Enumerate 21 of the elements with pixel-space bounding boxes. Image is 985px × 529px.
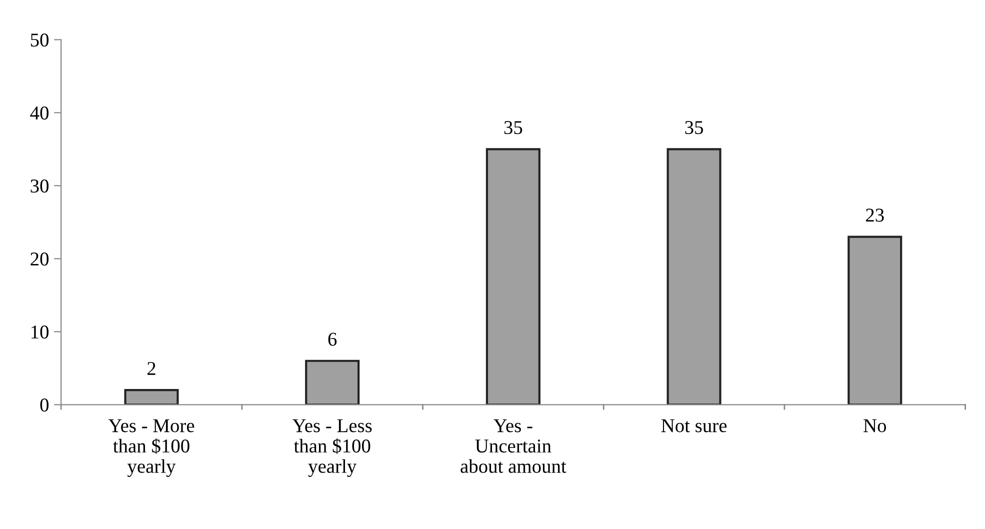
data-label: 23 [866,208,884,222]
y-tick-label: 30 [30,179,49,193]
bar [848,236,902,405]
bar [486,148,540,405]
y-tick-label: 0 [40,398,49,412]
data-label: 35 [504,121,522,134]
y-tick-label: 10 [32,326,49,339]
data-label: 6 [328,332,337,346]
data-label: 2 [147,362,156,375]
x-tick-label: Not sure [661,419,727,432]
bar [666,148,722,405]
x-tick-label: Yes - More than $100 yearly [108,419,194,477]
y-tick-label: 20 [30,252,49,266]
x-tick-label: Yes - Uncertain about amount [460,419,566,473]
x-tick-label: No [864,419,886,432]
y-tick-label: 50 [30,33,49,47]
bar [305,360,360,405]
bar [124,389,179,405]
data-label: 35 [685,121,703,134]
y-tick-label: 40 [30,106,49,120]
x-tick-label: Yes - Less than $100 yearly [292,419,372,477]
